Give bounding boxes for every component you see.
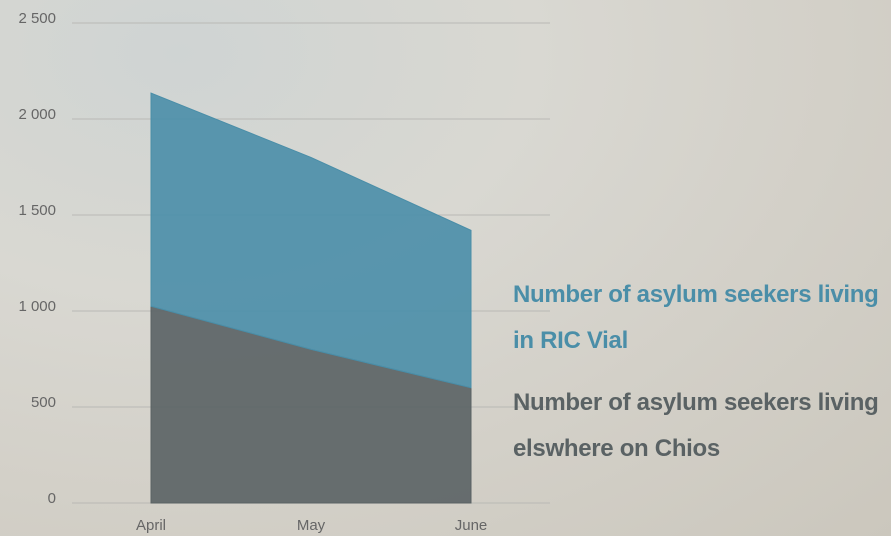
y-tick-label: 2 000 (18, 106, 56, 123)
y-tick-label: 2 500 (18, 10, 56, 27)
legend-entry: Number of asylum seekers living in RIC V… (513, 281, 879, 354)
y-tick-label: 1 500 (18, 202, 56, 219)
x-tick-label: June (455, 517, 488, 534)
x-tick-label: May (297, 517, 326, 534)
legend-entry: Number of asylum seekers living elswhere… (513, 389, 879, 462)
x-tick-label: April (136, 517, 166, 534)
y-tick-label: 1 000 (18, 298, 56, 315)
y-tick-label: 500 (31, 394, 56, 411)
y-tick-label: 0 (48, 490, 56, 507)
area (150, 92, 472, 389)
